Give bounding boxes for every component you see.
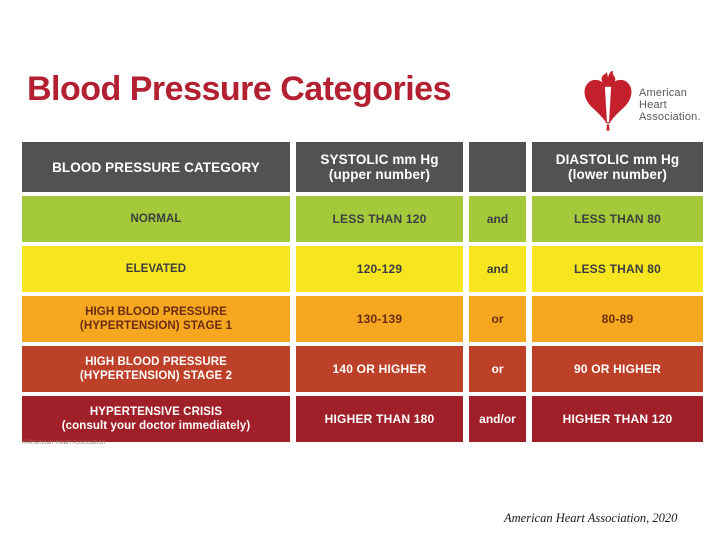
blood-pressure-table: BLOOD PRESSURE CATEGORY SYSTOLIC mm Hg (… bbox=[22, 142, 703, 442]
header-systolic: SYSTOLIC mm Hg (upper number) bbox=[296, 142, 463, 192]
row-normal-connector: and bbox=[469, 196, 526, 242]
copyright-footnote: ©American Heart Association bbox=[22, 440, 106, 446]
row-stage1-category: HIGH BLOOD PRESSURE (HYPERTENSION) STAGE … bbox=[22, 296, 290, 342]
source-caption: American Heart Association, 2020 bbox=[504, 511, 678, 525]
row-stage2-diastolic: 90 OR HIGHER bbox=[532, 346, 703, 392]
row-elevated-connector: and bbox=[469, 246, 526, 292]
row-stage1-connector: or bbox=[469, 296, 526, 342]
row-elevated-category: ELEVATED bbox=[22, 246, 290, 292]
row-normal-systolic: LESS THAN 120 bbox=[296, 196, 463, 242]
header-connector bbox=[469, 142, 526, 192]
row-stage1-diastolic: 80-89 bbox=[532, 296, 703, 342]
page-title: Blood Pressure Categories bbox=[27, 70, 451, 108]
row-elevated-systolic: 120-129 bbox=[296, 246, 463, 292]
header-diastolic: DIASTOLIC mm Hg (lower number) bbox=[532, 142, 703, 192]
row-crisis-systolic: HIGHER THAN 180 bbox=[296, 396, 463, 442]
row-stage1-systolic: 130-139 bbox=[296, 296, 463, 342]
logo-wordmark: American Heart Association. bbox=[639, 87, 701, 123]
row-stage2-category: HIGH BLOOD PRESSURE (HYPERTENSION) STAGE … bbox=[22, 346, 290, 392]
header-category: BLOOD PRESSURE CATEGORY bbox=[22, 142, 290, 192]
row-elevated-diastolic: LESS THAN 80 bbox=[532, 246, 703, 292]
row-stage2-systolic: 140 OR HIGHER bbox=[296, 346, 463, 392]
row-crisis-connector: and/or bbox=[469, 396, 526, 442]
row-crisis-category: HYPERTENSIVE CRISIS (consult your doctor … bbox=[22, 396, 290, 442]
row-crisis-diastolic: HIGHER THAN 120 bbox=[532, 396, 703, 442]
row-normal-diastolic: LESS THAN 80 bbox=[532, 196, 703, 242]
row-normal-category: NORMAL bbox=[22, 196, 290, 242]
row-stage2-connector: or bbox=[469, 346, 526, 392]
american-heart-association-logo: American Heart Association. bbox=[582, 70, 712, 136]
